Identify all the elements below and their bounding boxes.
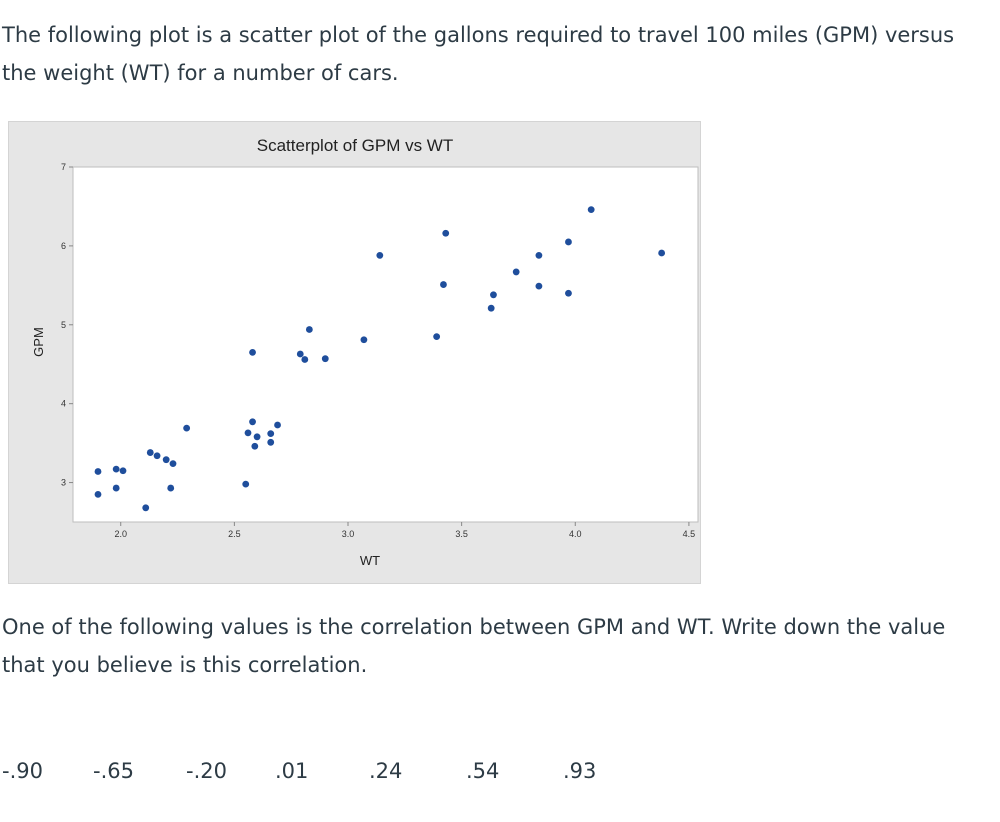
data-point (658, 249, 666, 257)
data-point (242, 480, 250, 488)
data-point (490, 291, 497, 299)
data-point (167, 484, 175, 492)
data-point (305, 326, 313, 333)
data-point (249, 418, 256, 426)
data-point (487, 304, 495, 312)
x-tick-label: 4.0 (569, 529, 582, 539)
data-point (251, 442, 259, 450)
data-point (376, 251, 384, 259)
choice-minus-65: -.65 (93, 759, 134, 783)
data-point (162, 456, 170, 464)
data-point (253, 433, 261, 441)
data-point (301, 356, 309, 363)
data-point (360, 336, 368, 344)
scatterplot-figure: Scatterplot of GPM vs WT WT GPM 2.0 2.5 3.… (8, 121, 701, 584)
data-point (119, 467, 127, 475)
choice-54: .54 (466, 759, 500, 783)
data-point (112, 465, 120, 473)
data-point (296, 350, 304, 358)
choice-93: .93 (563, 759, 597, 783)
data-point (274, 421, 281, 429)
data-point (142, 504, 150, 512)
x-tick-label: 3.0 (342, 529, 355, 539)
question-text: One of the following values is the corre… (2, 615, 946, 677)
data-point (249, 348, 256, 356)
y-tick-label: 3 (61, 478, 66, 488)
intro-text: The following plot is a scatter plot of … (2, 23, 955, 85)
y-tick-label: 7 (61, 162, 66, 172)
axis-ticks: 2.0 2.5 3.0 3.5 4.0 4.5 3 4 5 6 7 (61, 162, 695, 539)
x-axis-label: WT (360, 553, 380, 568)
choice-minus-90: -.90 (2, 759, 43, 783)
data-point (94, 468, 102, 475)
choice-minus-20: -.20 (186, 759, 227, 783)
data-point (535, 251, 543, 259)
x-tick-label: 2.0 (114, 529, 127, 539)
data-point (267, 430, 275, 438)
data-point (153, 452, 161, 460)
data-point (433, 333, 441, 341)
data-point (94, 490, 102, 498)
answer-choices: -.90 -.65 -.20 .01 .24 .54 .93 (2, 754, 702, 788)
choice-01: .01 (275, 759, 309, 783)
data-point (565, 238, 572, 246)
data-point (169, 460, 177, 468)
chart-title: Scatterplot of GPM vs WT (257, 136, 454, 155)
x-tick-label: 3.5 (455, 529, 468, 539)
data-point (442, 229, 450, 237)
y-tick-label: 4 (61, 399, 66, 409)
y-tick-label: 5 (61, 320, 66, 330)
data-point (321, 355, 329, 363)
data-point (146, 449, 154, 456)
x-tick-label: 2.5 (228, 529, 241, 539)
data-points (94, 206, 666, 512)
plot-area (72, 166, 699, 523)
data-point (565, 289, 572, 297)
data-point (587, 206, 595, 213)
y-tick-label: 6 (61, 241, 66, 251)
x-tick-label: 4.5 (683, 529, 696, 539)
data-point (440, 281, 447, 288)
data-point (535, 282, 543, 290)
data-point (244, 429, 252, 437)
y-axis-label: GPM (31, 327, 46, 357)
data-point (112, 484, 120, 492)
data-point (183, 424, 191, 432)
data-point (512, 268, 520, 276)
choice-24: .24 (369, 759, 403, 783)
data-point (267, 438, 275, 446)
scatterplot-svg: Scatterplot of GPM vs WT WT GPM 2.0 2.5 3.… (31, 136, 699, 568)
